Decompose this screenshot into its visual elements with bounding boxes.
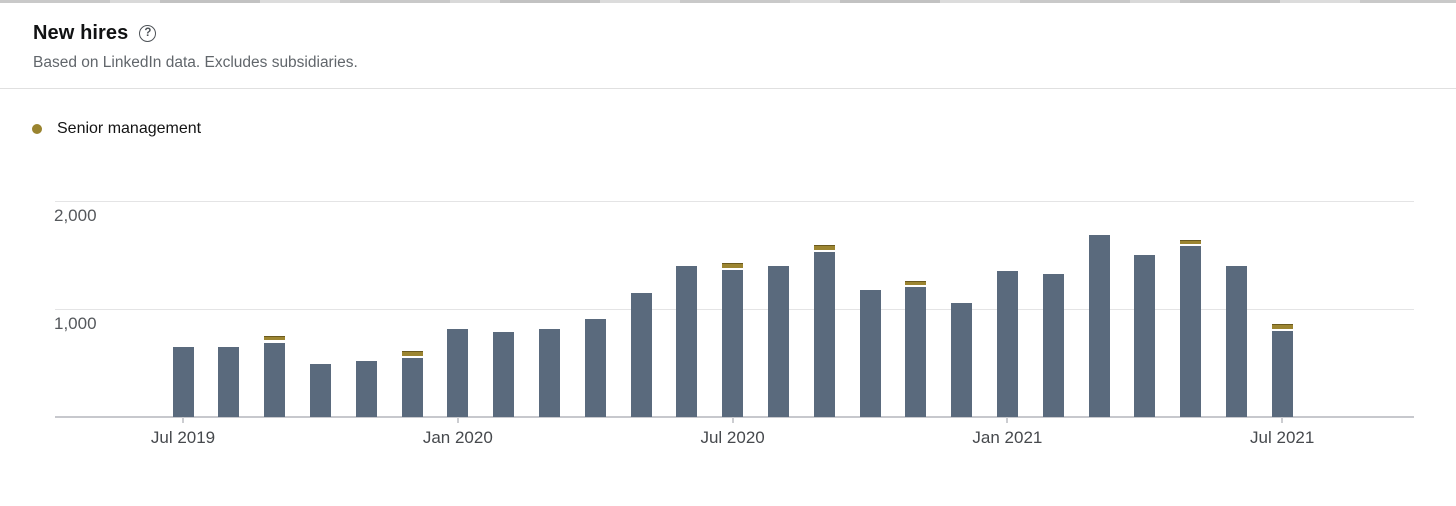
bar-cap-senior-jul-2020[interactable] — [722, 263, 744, 269]
bar-nov-2019[interactable] — [355, 360, 377, 417]
bar-feb-2021[interactable] — [1042, 273, 1064, 417]
bar-sep-2019[interactable] — [264, 342, 286, 417]
x-axis-tick — [1006, 417, 1009, 423]
header-divider — [0, 88, 1456, 89]
page-title: New hires — [33, 22, 129, 44]
bar-jul-2021[interactable] — [1271, 331, 1293, 417]
bar-jul-2020[interactable] — [722, 270, 744, 417]
bar-oct-2019[interactable] — [309, 364, 331, 417]
bar-dec-2020[interactable] — [951, 303, 973, 417]
bar-aug-2020[interactable] — [767, 265, 789, 417]
bar-jan-2020[interactable] — [447, 329, 469, 417]
bar-feb-2020[interactable] — [493, 331, 515, 417]
bar-oct-2020[interactable] — [859, 290, 881, 417]
bar-mar-2021[interactable] — [1088, 234, 1110, 417]
bar-cap-senior-sep-2020[interactable] — [813, 245, 835, 251]
bar-mar-2020[interactable] — [538, 329, 560, 417]
bar-cap-senior-jul-2021[interactable] — [1271, 324, 1293, 330]
bar-jan-2021[interactable] — [996, 271, 1018, 417]
bar-cap-senior-dec-2019[interactable] — [401, 351, 423, 357]
y-axis-label-1000: 1,000 — [54, 314, 97, 333]
chart-header: New hires ? Based on LinkedIn data. Excl… — [33, 22, 358, 72]
bar-cap-senior-may-2021[interactable] — [1180, 239, 1202, 245]
bar-jun-2021[interactable] — [1225, 265, 1247, 417]
legend-dot-senior-management[interactable] — [32, 124, 42, 134]
x-axis-label: Jan 2020 — [422, 428, 493, 447]
bar-cap-senior-nov-2020[interactable] — [905, 280, 927, 286]
bar-jul-2019[interactable] — [172, 346, 194, 417]
x-axis-label: Jul 2020 — [700, 428, 765, 447]
y-axis-label-2000: 2,000 — [54, 206, 97, 225]
bar-dec-2019[interactable] — [401, 358, 423, 417]
top-edge-divider — [0, 0, 1456, 3]
x-axis-line — [55, 416, 1414, 418]
bar-apr-2020[interactable] — [584, 319, 606, 417]
x-axis-label: Jul 2019 — [150, 428, 216, 447]
x-axis-tick — [456, 417, 459, 423]
x-axis-label: Jan 2021 — [972, 428, 1043, 447]
x-axis-tick — [182, 417, 184, 423]
x-axis-tick — [731, 417, 734, 423]
bar-sep-2020[interactable] — [813, 252, 835, 417]
x-axis-label: Jul 2021 — [1250, 428, 1315, 447]
bar-jun-2020[interactable] — [676, 265, 698, 417]
bar-aug-2019[interactable] — [218, 346, 240, 417]
legend-label-senior-management: Senior management — [57, 120, 202, 137]
bar-cap-senior-sep-2019[interactable] — [264, 335, 286, 341]
bar-may-2021[interactable] — [1180, 246, 1202, 417]
bar-apr-2021[interactable] — [1134, 255, 1156, 417]
help-icon[interactable]: ? — [139, 25, 157, 42]
x-axis-tick — [1281, 417, 1284, 423]
bar-may-2020[interactable] — [630, 292, 652, 417]
bar-nov-2020[interactable] — [905, 287, 927, 417]
chart-subtitle: Based on LinkedIn data. Excludes subsidi… — [33, 54, 358, 71]
legend: Senior management — [32, 120, 201, 138]
gridline-2000 — [55, 201, 1414, 202]
